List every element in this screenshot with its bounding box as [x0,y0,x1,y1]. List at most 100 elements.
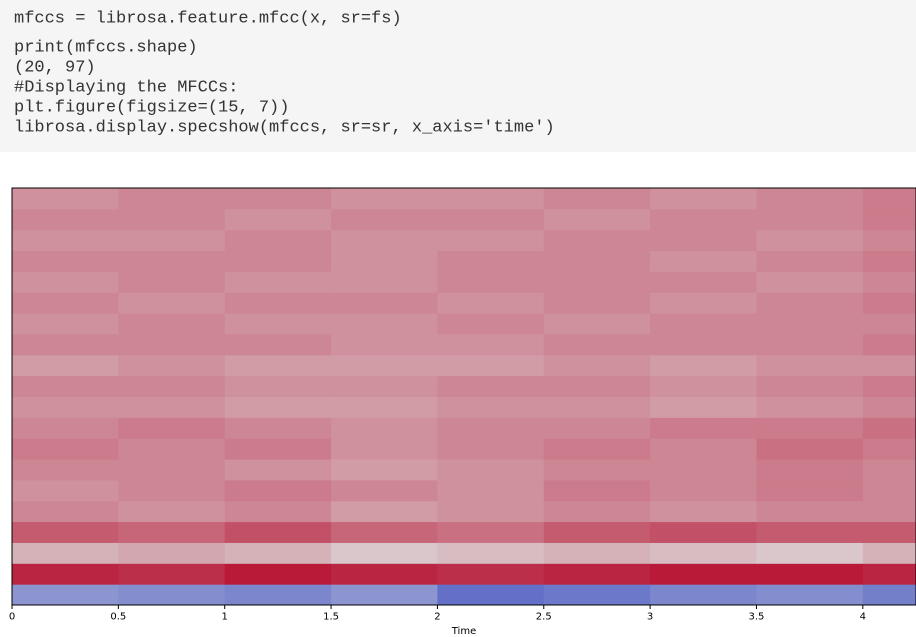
heatmap-cell [543,479,651,502]
heatmap-cell [12,229,119,252]
heatmap-cell [756,208,864,231]
heatmap-cell [437,438,545,460]
heatmap-cell [862,229,916,252]
heatmap-cell [650,459,757,481]
code-line: mfccs = librosa.feature.mfcc(x, sr=fs) [14,9,402,28]
code-line: plt.figure(figsize=(15, 7)) [14,98,289,117]
heatmap-cell [650,354,757,377]
heatmap-cell [862,500,916,523]
code-line: librosa.display.specshow(mfccs, sr=sr, x… [14,118,555,137]
x-tick-label: 2.5 [536,611,552,622]
heatmap-cell [224,396,332,418]
x-axis-label: Time [451,626,476,637]
x-tick-label: 0.5 [110,611,126,622]
heatmap-cell [543,354,651,377]
heatmap-cell [331,563,438,585]
heatmap-cell [118,250,226,272]
heatmap-cell [543,438,651,460]
heatmap-cell [862,375,916,397]
heatmap-cell [331,542,438,564]
heatmap-cell [224,292,332,314]
heatmap-cell [118,375,226,397]
heatmap-cell [756,542,864,564]
heatmap-cell [224,542,332,564]
heatmap-cell [543,313,651,335]
heatmap-cell [862,584,916,606]
heatmap-cell [543,333,651,356]
heatmap-cell [12,459,119,481]
heatmap-cell [118,479,226,502]
heatmap-cell [437,584,545,606]
heatmap-cell [224,250,332,272]
heatmap-cell [437,417,545,439]
heatmap-cell [543,188,651,210]
heatmap-cell [650,229,757,252]
heatmap-cell [437,459,545,481]
heatmap-cell [650,250,757,272]
heatmap-cell [862,396,916,418]
heatmap-cell [12,333,119,356]
heatmap-cell [650,438,757,460]
plot [12,188,916,606]
heatmap-cell [12,438,119,460]
heatmap-cell [224,313,332,335]
heatmap-cell [543,563,651,585]
heatmap-cell [12,188,119,210]
x-tick-label: 3.5 [749,611,765,622]
heatmap-cell [862,333,916,356]
heatmap-cell [543,292,651,314]
heatmap-cell [650,479,757,502]
heatmap-cell [331,333,438,356]
heatmap-cell [331,188,438,210]
heatmap-cell [756,521,864,543]
heatmap-cell [12,271,119,293]
heatmap-cell [118,208,226,231]
heatmap-cell [12,521,119,543]
heatmap-cell [12,500,119,523]
x-tick-label: 0 [9,611,15,622]
x-tick-label: 2 [434,611,440,622]
heatmap-cell [118,292,226,314]
heatmap-cell [331,271,438,293]
heatmap-cell [437,292,545,314]
x-tick-label: 1.5 [323,611,339,622]
heatmap-cell [118,500,226,523]
heatmap-cell [331,438,438,460]
heatmap-cell [650,584,757,606]
heatmap-cell [862,208,916,231]
heatmap-cell [862,292,916,314]
heatmap-cell [756,584,864,606]
heatmap-cell [224,438,332,460]
heatmap-cell [543,375,651,397]
heatmap-cell [224,354,332,377]
heatmap-cell [862,521,916,543]
heatmap-cell [650,542,757,564]
heatmap-cell [437,542,545,564]
heatmap-cell [224,584,332,606]
heatmap-cell [224,479,332,502]
heatmap-cell [756,292,864,314]
heatmap-cell [331,500,438,523]
heatmap-cell [118,333,226,356]
heatmap-cell [862,417,916,439]
heatmap-cell [756,417,864,439]
heatmap-cell [650,333,757,356]
heatmap-cell [224,271,332,293]
heatmap-cell [331,250,438,272]
heatmap-cell [437,229,545,252]
heatmap-cell [650,521,757,543]
heatmap-cell [543,396,651,418]
heatmap-cell [862,563,916,585]
plot-frame [11,187,916,606]
heatmap-cell [224,521,332,543]
heatmap-cell [118,542,226,564]
heatmap-cell [650,500,757,523]
heatmap-cell [224,208,332,231]
x-tick-label: 1 [222,611,228,622]
heatmap-cell [118,521,226,543]
code-line: (20, 97) [14,58,96,77]
heatmap-cell [756,250,864,272]
heatmap-cell [331,375,438,397]
heatmap-cell [756,375,864,397]
heatmap-cell [12,250,119,272]
